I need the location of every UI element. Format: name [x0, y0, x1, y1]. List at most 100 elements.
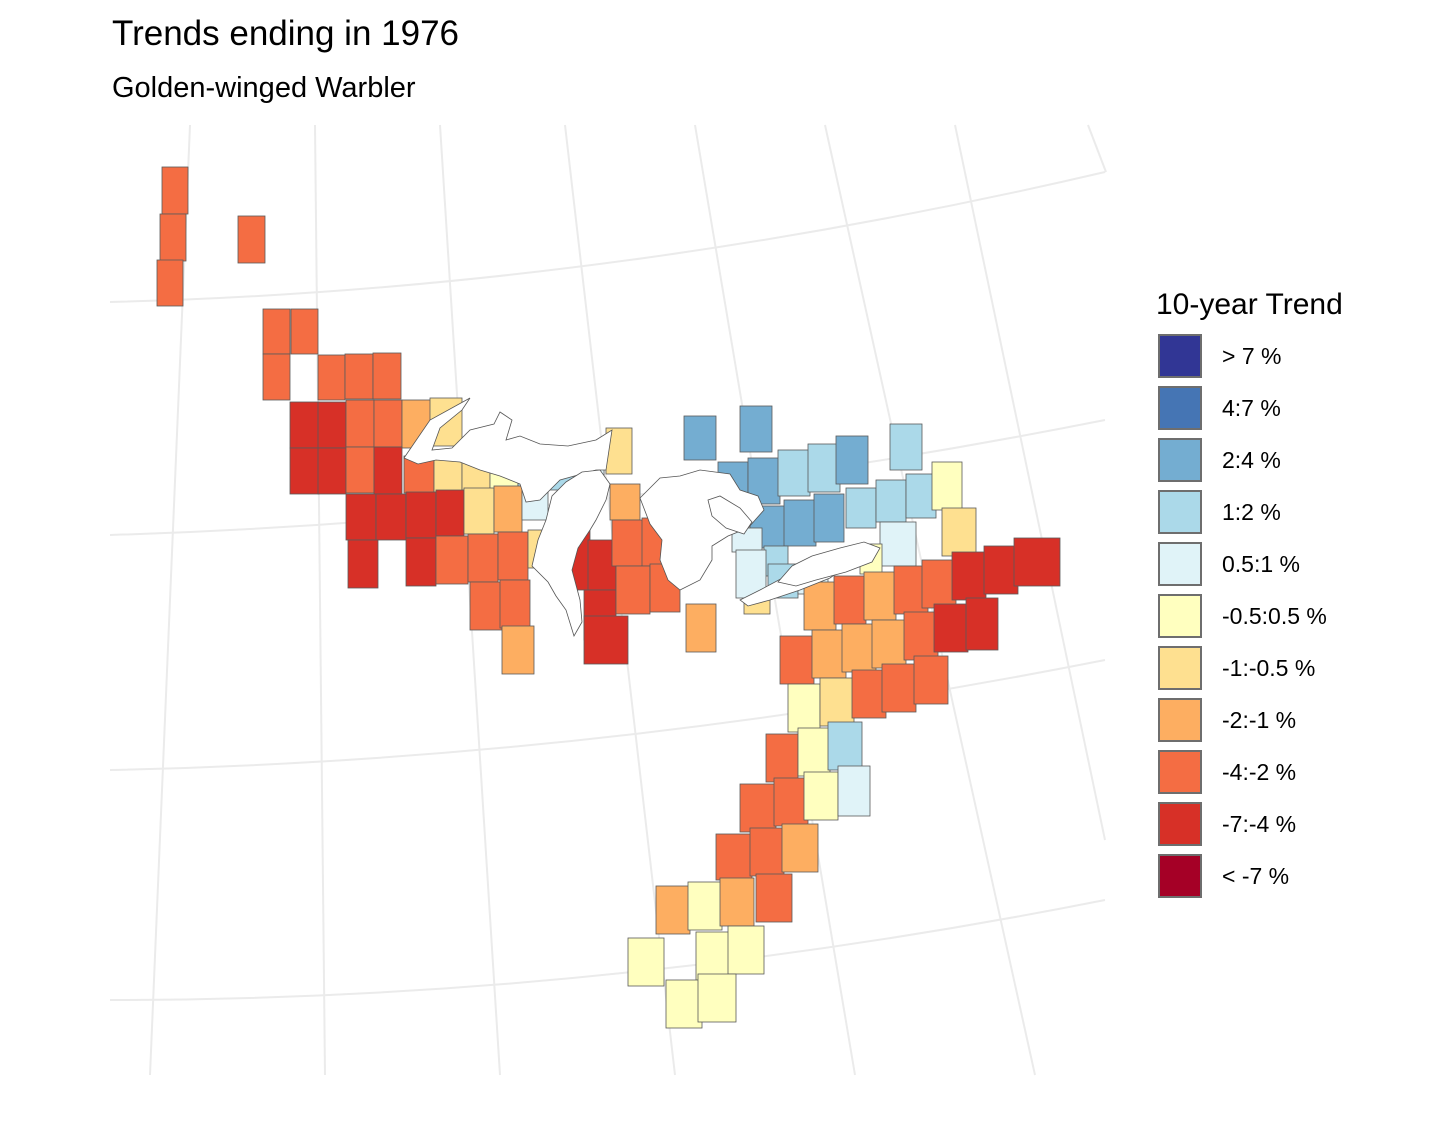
trend-cell: [347, 539, 379, 589]
trend-cell: [467, 533, 499, 583]
map-subtitle: Golden-winged Warbler: [112, 72, 416, 104]
legend-item: < -7 %: [1158, 850, 1343, 902]
legend-item: -0.5:0.5 %: [1158, 590, 1343, 642]
trend-cell: [803, 581, 837, 631]
trend-cell: [871, 619, 907, 669]
trend-cell: [727, 925, 765, 975]
trend-cell: [615, 565, 651, 615]
legend-swatch: [1158, 386, 1202, 430]
trend-cell: [983, 545, 1019, 595]
trend-cell: [739, 783, 777, 833]
legend: 10-year Trend > 7 % 4:7 % 2:4 % 1:2 % 0.5:1 …: [1156, 288, 1343, 902]
trend-cell: [841, 623, 877, 673]
legend-item: 0.5:1 %: [1158, 538, 1343, 590]
trend-cell: [605, 427, 633, 475]
trend-cell: [375, 493, 407, 541]
trend-cell: [499, 579, 531, 629]
lake-ontario: [777, 541, 881, 587]
trend-cell: [685, 603, 717, 653]
trend-cell: [345, 399, 375, 448]
lake-michigan: [531, 469, 611, 638]
legend-label: -0.5:0.5 %: [1222, 602, 1327, 629]
trend-cell: [289, 401, 320, 449]
trend-cell: [405, 537, 437, 587]
trend-cell: [373, 446, 403, 495]
trend-cell: [765, 733, 799, 783]
trend-cell: [609, 483, 641, 521]
legend-swatch: [1158, 594, 1202, 638]
legend-label: 0.5:1 %: [1222, 550, 1300, 577]
great-lakes: [403, 397, 881, 638]
trend-cell: [921, 559, 957, 609]
trend-cell: [290, 308, 319, 355]
trend-cell: [501, 625, 535, 675]
trend-cell: [583, 615, 629, 665]
legend-label: 4:7 %: [1222, 394, 1281, 421]
trend-cell: [156, 259, 184, 307]
trend-cell: [835, 435, 869, 485]
trend-cell: [803, 771, 839, 821]
legend-label: < -7 %: [1222, 862, 1290, 889]
legend-swatch: [1158, 490, 1202, 534]
trend-cell: [797, 727, 831, 777]
trend-cell: [695, 931, 733, 981]
trend-cell: [787, 683, 821, 733]
trend-cell: [627, 937, 665, 987]
trend-cell: [161, 166, 189, 215]
trend-cell: [697, 973, 737, 1023]
trend-cell: [719, 877, 755, 927]
trend-cell: [875, 479, 907, 523]
trend-cell: [837, 765, 871, 817]
legend-swatch: [1158, 438, 1202, 482]
trend-cell: [405, 491, 437, 539]
trend-cell: [665, 979, 703, 1029]
trend-cell: [345, 446, 375, 494]
trend-cell: [951, 551, 987, 601]
trend-cell: [903, 611, 939, 661]
trend-cell: [965, 597, 999, 651]
trend-cell: [345, 493, 377, 541]
trend-cell: [807, 443, 841, 493]
trend-cell: [262, 353, 291, 401]
trend-cell: [611, 519, 645, 567]
legend-label: > 7 %: [1222, 342, 1282, 369]
trend-cells: [156, 166, 1061, 1029]
legend-swatch: [1158, 646, 1202, 690]
lake-superior: [403, 397, 613, 503]
trend-cell: [811, 629, 847, 679]
trend-cell: [289, 447, 320, 495]
legend-items: > 7 % 4:7 % 2:4 % 1:2 % 0.5:1 % -0.5:0.5 % -1:…: [1158, 330, 1343, 902]
trend-cell: [913, 655, 949, 705]
legend-label: -2:-1 %: [1222, 706, 1297, 733]
trend-cell: [587, 539, 617, 591]
trend-cell: [905, 473, 937, 519]
trend-cell: [755, 873, 793, 923]
legend-label: -1:-0.5 %: [1222, 654, 1316, 681]
trend-cell: [863, 571, 897, 621]
trend-cell: [317, 354, 346, 401]
trend-cell: [493, 485, 523, 533]
trend-cell: [931, 461, 963, 511]
trend-cell: [889, 423, 923, 471]
trend-cell: [373, 399, 403, 448]
lake-huron: [639, 469, 765, 591]
trend-cell: [933, 603, 969, 653]
legend-swatch: [1158, 698, 1202, 742]
trend-cell: [683, 415, 717, 461]
trend-cell: [813, 493, 845, 543]
trend-cell: [655, 885, 691, 935]
trend-cell: [435, 489, 465, 537]
legend-swatch: [1158, 750, 1202, 794]
trend-cell: [317, 447, 347, 495]
trend-cell: [372, 352, 402, 400]
legend-swatch: [1158, 542, 1202, 586]
trend-cell: [159, 213, 187, 262]
trend-cell: [317, 401, 347, 449]
trend-cell: [463, 487, 495, 535]
trend-cell: [497, 531, 529, 581]
trend-cell: [773, 777, 809, 827]
trend-cell: [262, 308, 291, 355]
georgian-bay: [707, 495, 753, 535]
legend-item: -7:-4 %: [1158, 798, 1343, 850]
trend-cell: [777, 449, 811, 497]
